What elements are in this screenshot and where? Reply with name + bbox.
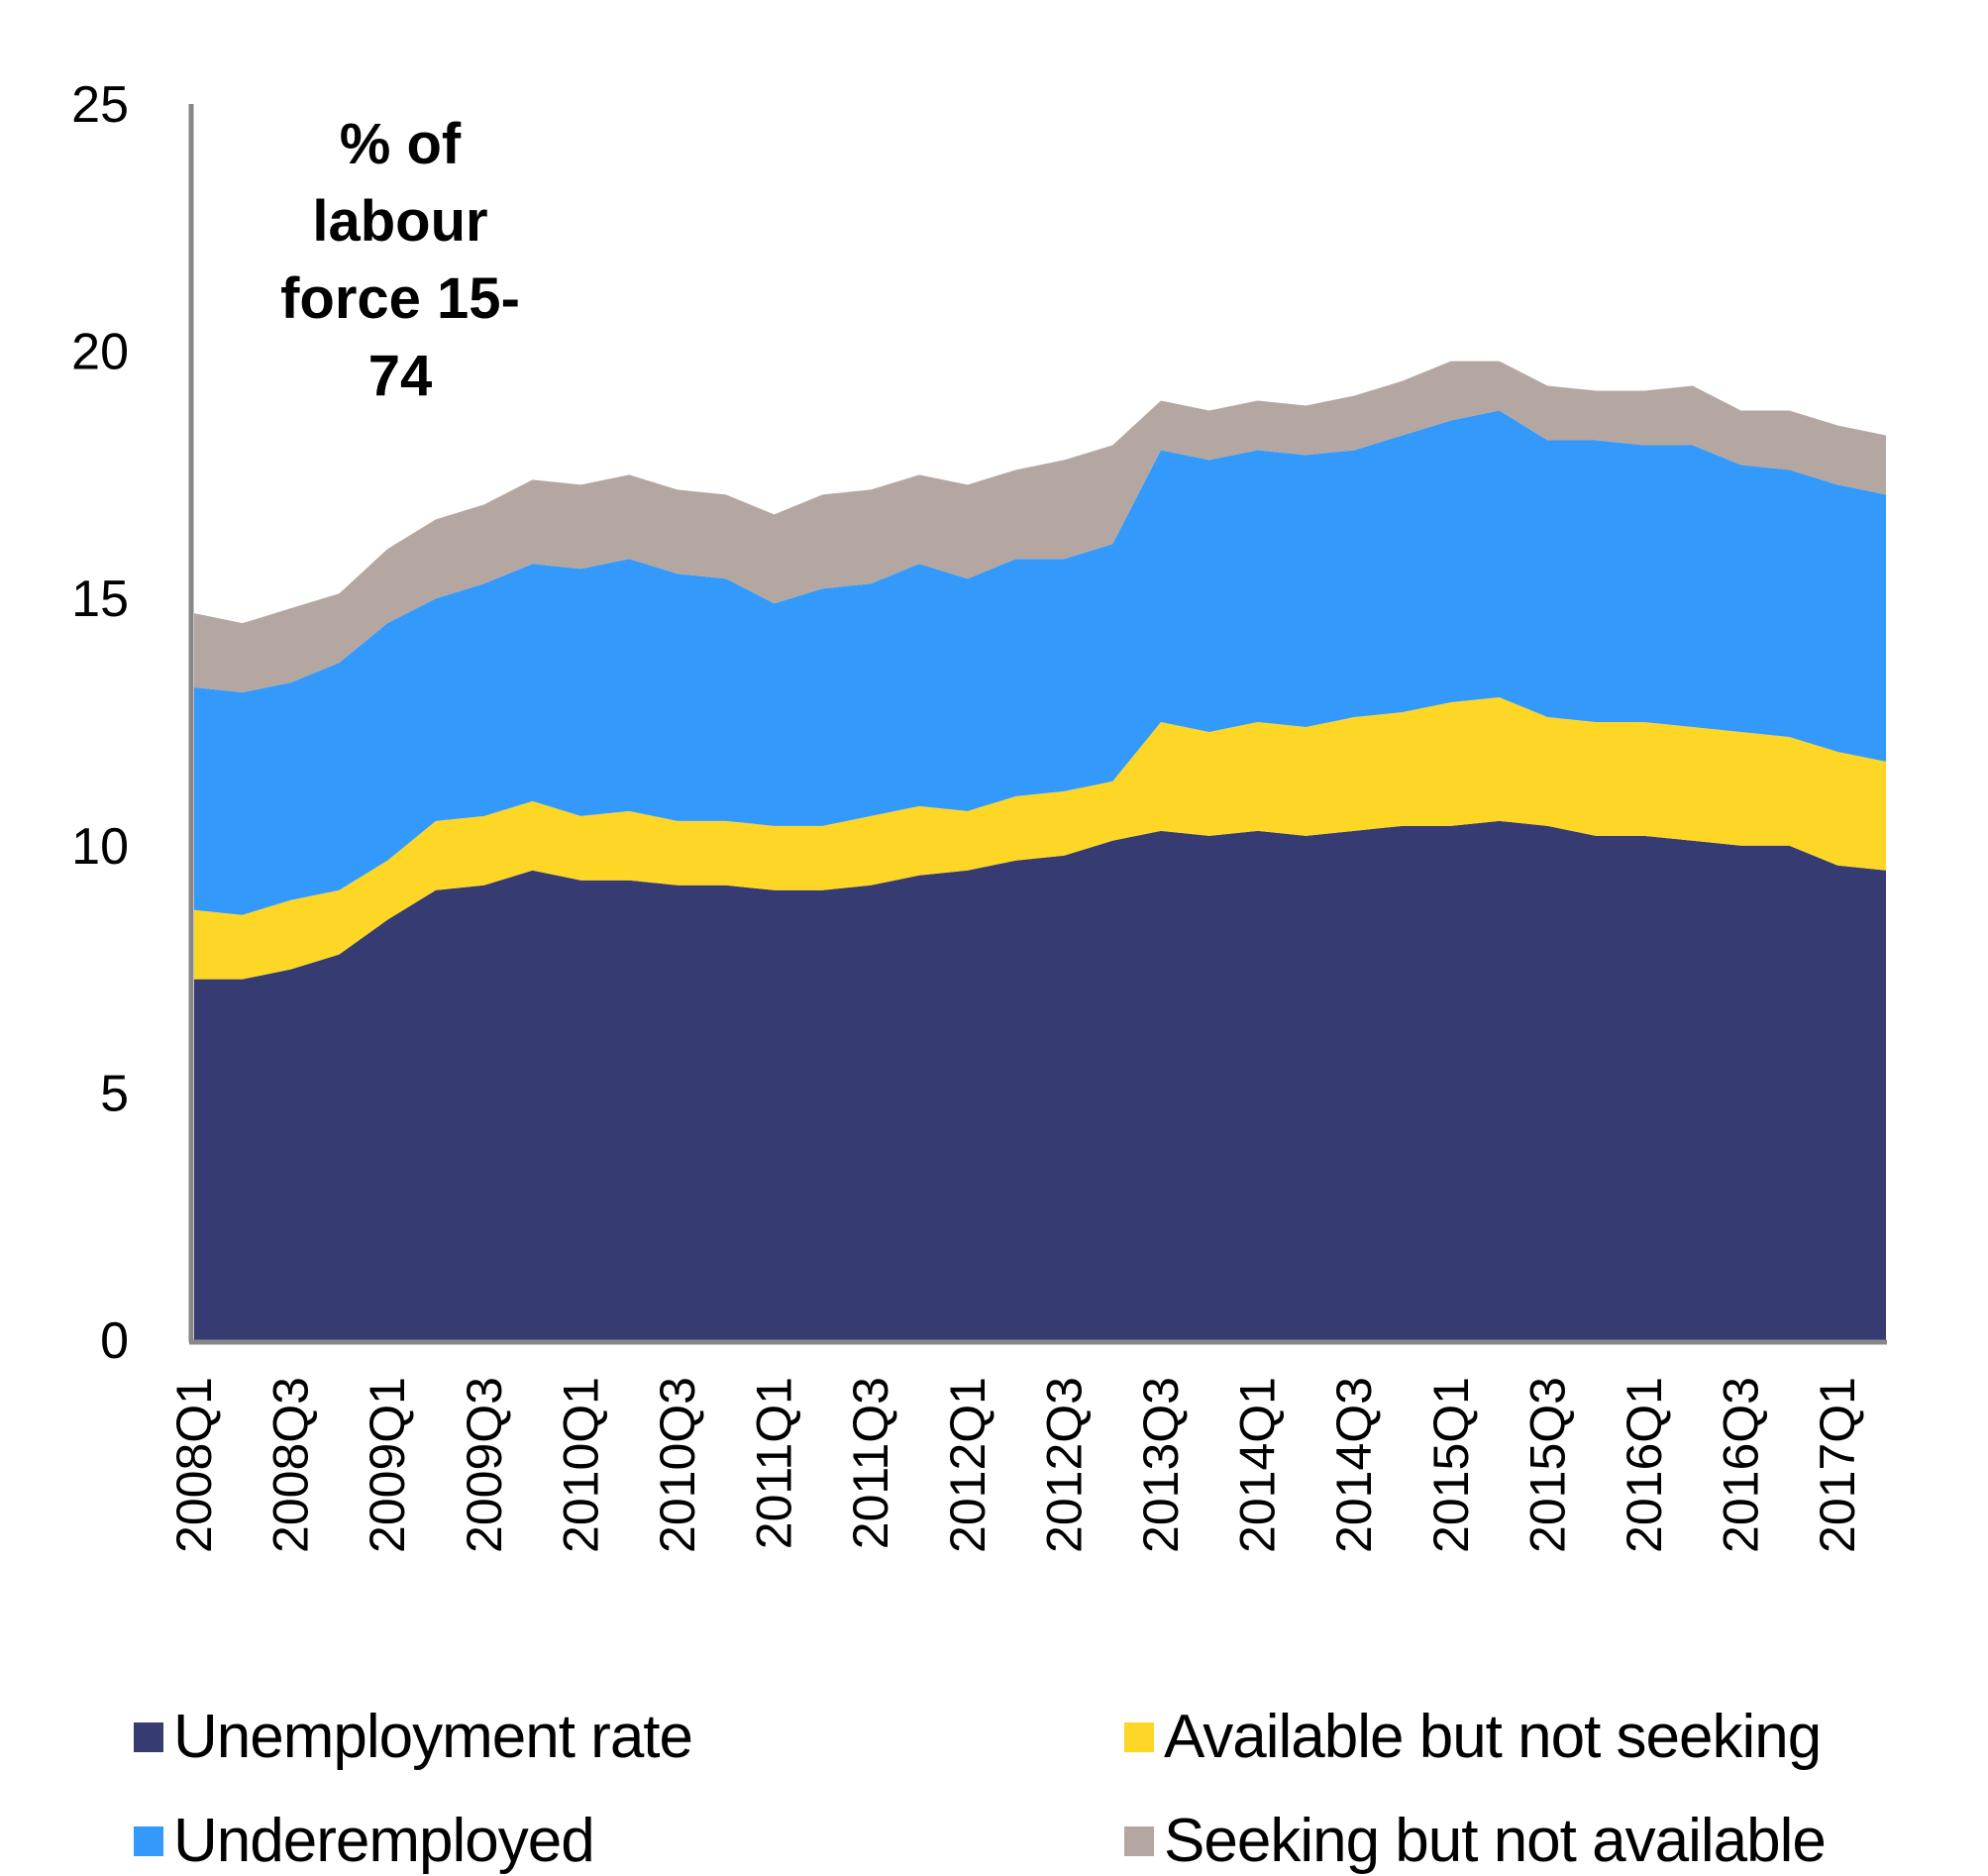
area-unemployment-rate: [194, 820, 1886, 1340]
x-tick-label: 2015Q1: [1423, 1377, 1479, 1553]
y-tick-label: 0: [100, 1312, 129, 1370]
x-tick-label: 2014Q1: [1230, 1377, 1286, 1553]
x-tick-label: 2009Q3: [457, 1377, 512, 1553]
area-available-but-not-seeking: [194, 697, 1886, 980]
annotation-line: force 15-: [280, 266, 520, 331]
area-seeking-but-not-available: [194, 361, 1886, 693]
y-tick-label: 10: [71, 818, 129, 876]
x-tick-label: 2014Q3: [1326, 1377, 1382, 1553]
x-tick-labels: 2008Q1 2008Q3 2009Q1 2009Q3 2010Q1 2010Q3 2011…: [166, 1377, 1865, 1553]
x-tick-label: 2016Q3: [1714, 1377, 1769, 1553]
legend-label: Underemployed: [173, 1807, 595, 1875]
axis-annotation: % of labour force 15- 74: [280, 112, 520, 408]
annotation-line: 74: [368, 344, 433, 408]
x-tick-label: 2012Q3: [1036, 1377, 1092, 1553]
y-tick-label: 20: [71, 324, 129, 381]
x-tick-label: 2017Q1: [1810, 1377, 1865, 1553]
x-tick-label: 2015Q3: [1519, 1377, 1575, 1553]
x-tick-label: 2009Q1: [360, 1377, 415, 1553]
stacked-area-chart: 0 5 10 15 20 25 2008Q1 2008Q3 2009Q1 2009Q3 2010Q…: [71, 76, 1887, 1553]
legend-item-seeking-but-not-available: Seeking but not available: [1124, 1806, 1827, 1876]
legend-item-unemployment-rate: Unemployment rate: [134, 1702, 693, 1772]
x-tick-label: 2010Q3: [650, 1377, 705, 1553]
legend-swatch: [1124, 1825, 1154, 1856]
area-underemployed: [194, 410, 1886, 915]
legend-swatch: [134, 1721, 163, 1752]
y-tick-labels: 0 5 10 15 20 25: [71, 76, 129, 1370]
x-tick-label: 2011Q1: [747, 1377, 802, 1549]
x-tick-label: 2013Q3: [1133, 1377, 1189, 1553]
annotation-line: % of: [340, 112, 462, 176]
legend-swatch: [134, 1825, 163, 1856]
x-tick-label: 2012Q1: [940, 1377, 995, 1553]
legend-swatch: [1124, 1721, 1154, 1752]
legend-label: Unemployment rate: [173, 1703, 693, 1771]
x-tick-label: 2011Q3: [843, 1377, 898, 1549]
x-tick-label: 2008Q1: [166, 1377, 222, 1553]
x-tick-label: 2010Q1: [553, 1377, 608, 1553]
y-tick-label: 5: [100, 1065, 129, 1122]
x-tick-label: 2016Q1: [1617, 1377, 1672, 1553]
annotation-line: labour: [312, 189, 487, 254]
legend-item-available-but-not-seeking: Available but not seeking: [1124, 1702, 1822, 1772]
x-tick-label: 2008Q3: [263, 1377, 319, 1553]
series-areas: [194, 361, 1886, 1340]
y-tick-label: 15: [71, 571, 129, 628]
legend-label: Seeking but not available: [1164, 1807, 1827, 1875]
legend-label: Available but not seeking: [1164, 1703, 1822, 1771]
legend-item-underemployed: Underemployed: [134, 1806, 595, 1876]
y-tick-label: 25: [71, 76, 129, 134]
